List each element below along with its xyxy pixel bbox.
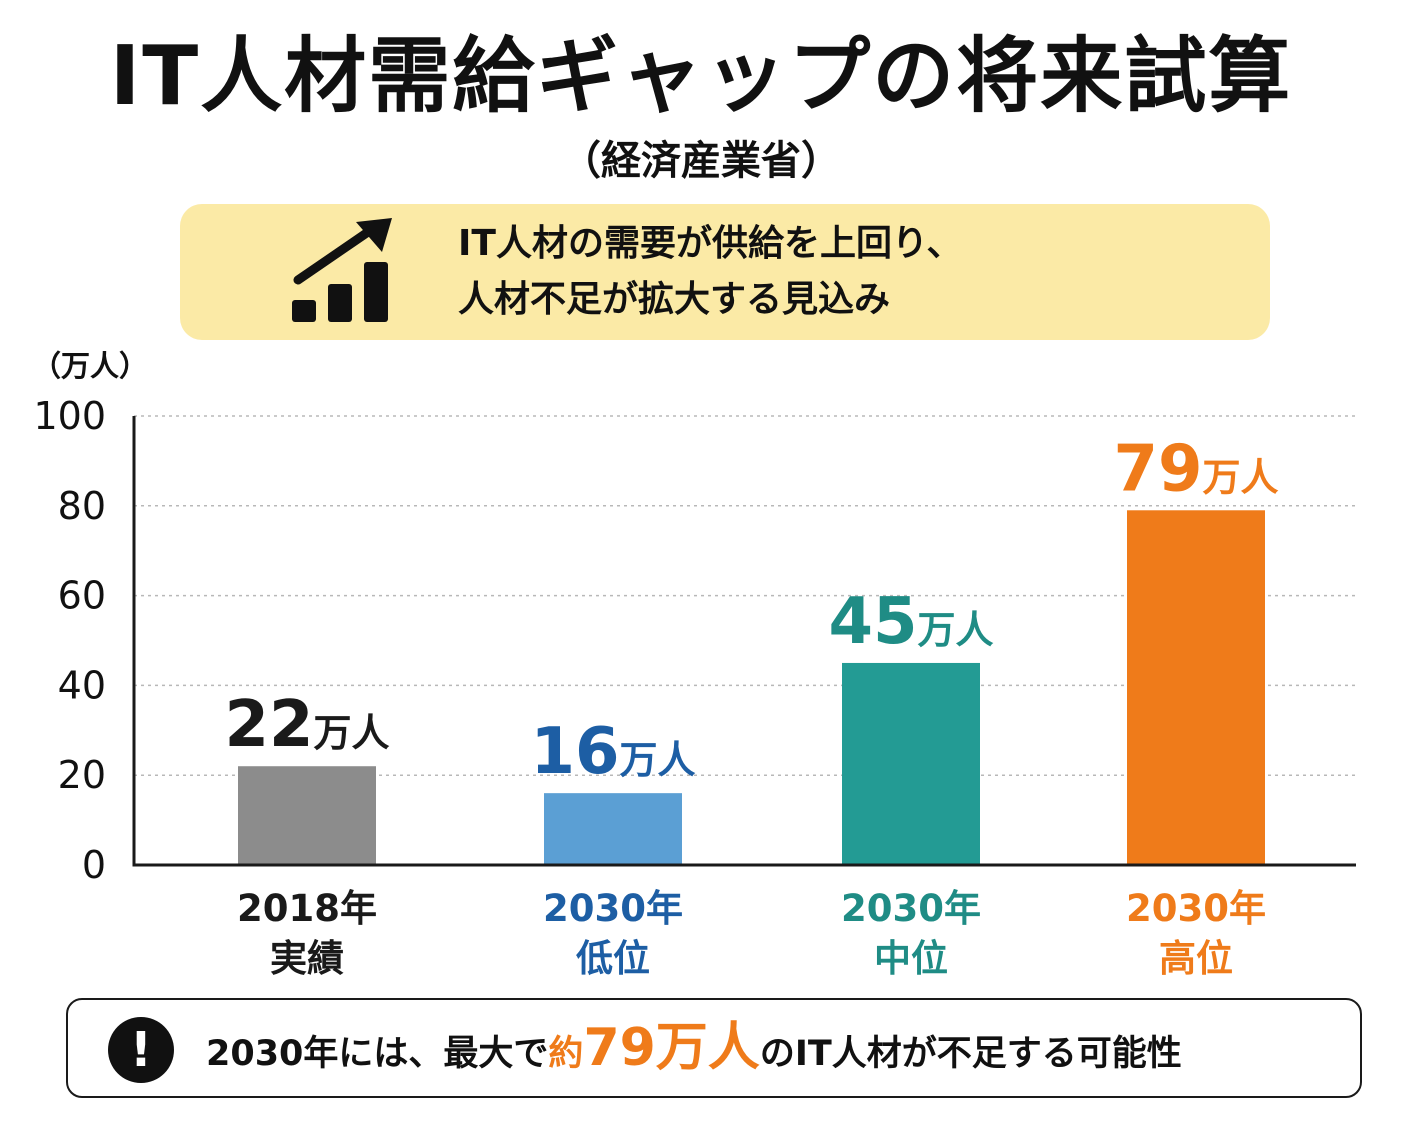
callout-text: 2030年には、最大で約79万人のIT人材が不足する可能性 — [206, 1000, 1182, 1096]
callout-highlight-big: 79万人 — [583, 1018, 760, 1078]
y-tick-label: 100 — [33, 394, 106, 438]
callout-highlight-small: 約 — [548, 1034, 584, 1074]
bar — [842, 662, 980, 865]
growth-chart-arrow-icon — [292, 218, 392, 322]
x-category-label-scenario: 低位 — [576, 937, 650, 980]
bar-value-number: 79 — [1113, 432, 1202, 506]
y-tick-label: 40 — [58, 663, 106, 707]
bar-value-unit: 万人 — [314, 711, 390, 755]
x-category-label-scenario: 高位 — [1159, 937, 1233, 980]
bar-value-label: 79万人 — [1113, 432, 1278, 506]
bar-value-label: 45万人 — [828, 585, 993, 659]
banner-text: IT人材の需要が供給を上回り、 人材不足が拡大する見込み — [458, 216, 963, 328]
x-category-label-year: 2030年 — [543, 887, 683, 930]
bar-chart: 02040608010022万人2018年実績16万人2030年低位45万人20… — [33, 394, 1356, 980]
banner-line-1: IT人材の需要が供給を上回り、 — [458, 223, 963, 264]
summary-banner: IT人材の需要が供給を上回り、 人材不足が拡大する見込み — [180, 204, 1270, 340]
bar — [544, 793, 682, 865]
bar-value-unit: 万人 — [1203, 455, 1279, 499]
bar-value-label: 16万人 — [530, 715, 695, 789]
x-category-label-scenario: 実績 — [270, 937, 344, 980]
banner-line-2: 人材不足が拡大する見込み — [458, 279, 891, 320]
y-tick-label: 20 — [58, 753, 106, 797]
x-category-label-year: 2018年 — [237, 887, 377, 930]
y-axis-unit-label: （万人） — [32, 349, 149, 383]
callout-box: ! 2030年には、最大で約79万人のIT人材が不足する可能性 — [66, 998, 1362, 1098]
page-title: IT人材需給ギャップの将来試算 — [109, 29, 1293, 124]
bar-value-number: 16 — [530, 715, 619, 789]
x-category-label-year: 2030年 — [841, 887, 981, 930]
bar-value-unit: 万人 — [918, 608, 994, 652]
callout-text-before: 2030年には、最大で — [206, 1034, 549, 1074]
bar-value-unit: 万人 — [620, 738, 696, 782]
callout-text-after: のIT人材が不足する可能性 — [759, 1034, 1182, 1074]
bar — [238, 766, 376, 865]
page-subtitle: （経済産業省） — [561, 138, 841, 184]
y-tick-label: 60 — [58, 574, 106, 618]
x-category-label-year: 2030年 — [1126, 887, 1266, 930]
bar-value-number: 45 — [828, 585, 917, 659]
exclamation-icon: ! — [108, 1017, 174, 1083]
y-tick-label: 80 — [58, 484, 106, 528]
y-tick-label: 0 — [82, 843, 106, 887]
x-category-label-scenario: 中位 — [874, 937, 948, 980]
bar-value-label: 22万人 — [224, 688, 389, 762]
bar — [1127, 510, 1265, 865]
bar-value-number: 22 — [224, 688, 313, 762]
